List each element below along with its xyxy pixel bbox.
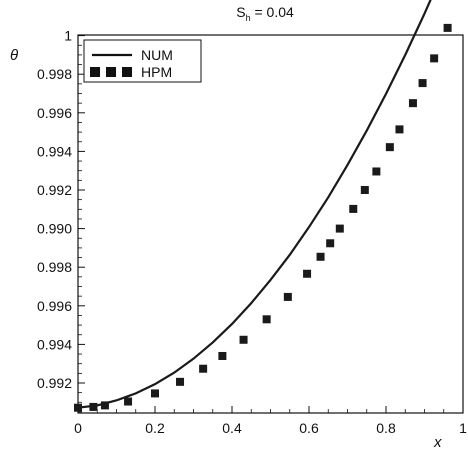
hpm-data-point [100, 401, 109, 410]
hpm-data-point [176, 377, 185, 386]
hpm-data-point [430, 54, 439, 63]
plot-frame [77, 34, 464, 414]
hpm-data-point [395, 125, 404, 134]
hpm-data-point [199, 364, 208, 373]
x-tick-label: 0.8 [376, 420, 396, 436]
hpm-data-point [335, 224, 344, 233]
x-tick-label: 0 [74, 420, 82, 436]
legend-hpm-marker-1 [90, 67, 100, 77]
legend-num-label: NUM [141, 47, 173, 63]
y-tick-label: 0.994 [37, 143, 72, 159]
hpm-data-point [303, 269, 312, 278]
hpm-data-point [283, 292, 292, 301]
legend-box [83, 39, 202, 83]
legend: NUM HPM [83, 39, 202, 83]
chart-title: Sh = 0.04 [236, 4, 294, 23]
hpm-data-point [89, 402, 98, 411]
hpm-data-point [239, 335, 248, 344]
x-tick-label: 0.6 [299, 420, 319, 436]
hpm-data-point [349, 204, 358, 213]
hpm-data-point [262, 315, 271, 324]
hpm-data-point [360, 186, 369, 194]
hpm-data-point [385, 143, 394, 152]
legend-hpm-marker-2 [106, 67, 116, 77]
y-tick-label: 0.992 [37, 182, 72, 198]
y-tick-label: 0.996 [37, 105, 72, 121]
y-tick-label: 0.992 [37, 375, 72, 391]
hpm-data-point [74, 403, 82, 412]
hpm-data-point [326, 239, 335, 248]
hpm-data-point [151, 389, 159, 398]
y-tick-label: 1 [64, 28, 72, 44]
hpm-data-point [372, 167, 381, 176]
y-tick-label: 0.998 [37, 259, 72, 275]
y-tick-label: 0.994 [37, 336, 72, 352]
hpm-data-point [316, 252, 325, 261]
x-tick-label: 0.2 [145, 420, 165, 436]
legend-hpm-marker-3 [122, 67, 132, 77]
hpm-data-point [408, 99, 417, 108]
y-tick-label: 0.998 [37, 66, 72, 82]
legend-hpm-label: HPM [141, 64, 172, 80]
y-axis-label: θ [10, 47, 18, 64]
x-axis: 0 0.2 0.4 0.6 0.8 1 [74, 406, 467, 436]
x-axis-label: x [433, 434, 442, 451]
hpm-data-point [218, 351, 227, 360]
hpm-data-point [124, 397, 133, 406]
series-num-line [77, 0, 432, 409]
hpm-data-point [443, 23, 452, 32]
x-tick-label: 0.4 [222, 420, 242, 436]
series-layer [74, 0, 452, 412]
y-tick-label: 0.996 [37, 298, 72, 314]
y-axis: 0.992 0.994 0.996 0.998 0.990 0.992 0.994 0.996… [37, 28, 85, 413]
y-tick-label: 0.990 [37, 221, 72, 237]
x-tick-label: 1 [459, 420, 467, 436]
hpm-data-point [418, 79, 427, 88]
